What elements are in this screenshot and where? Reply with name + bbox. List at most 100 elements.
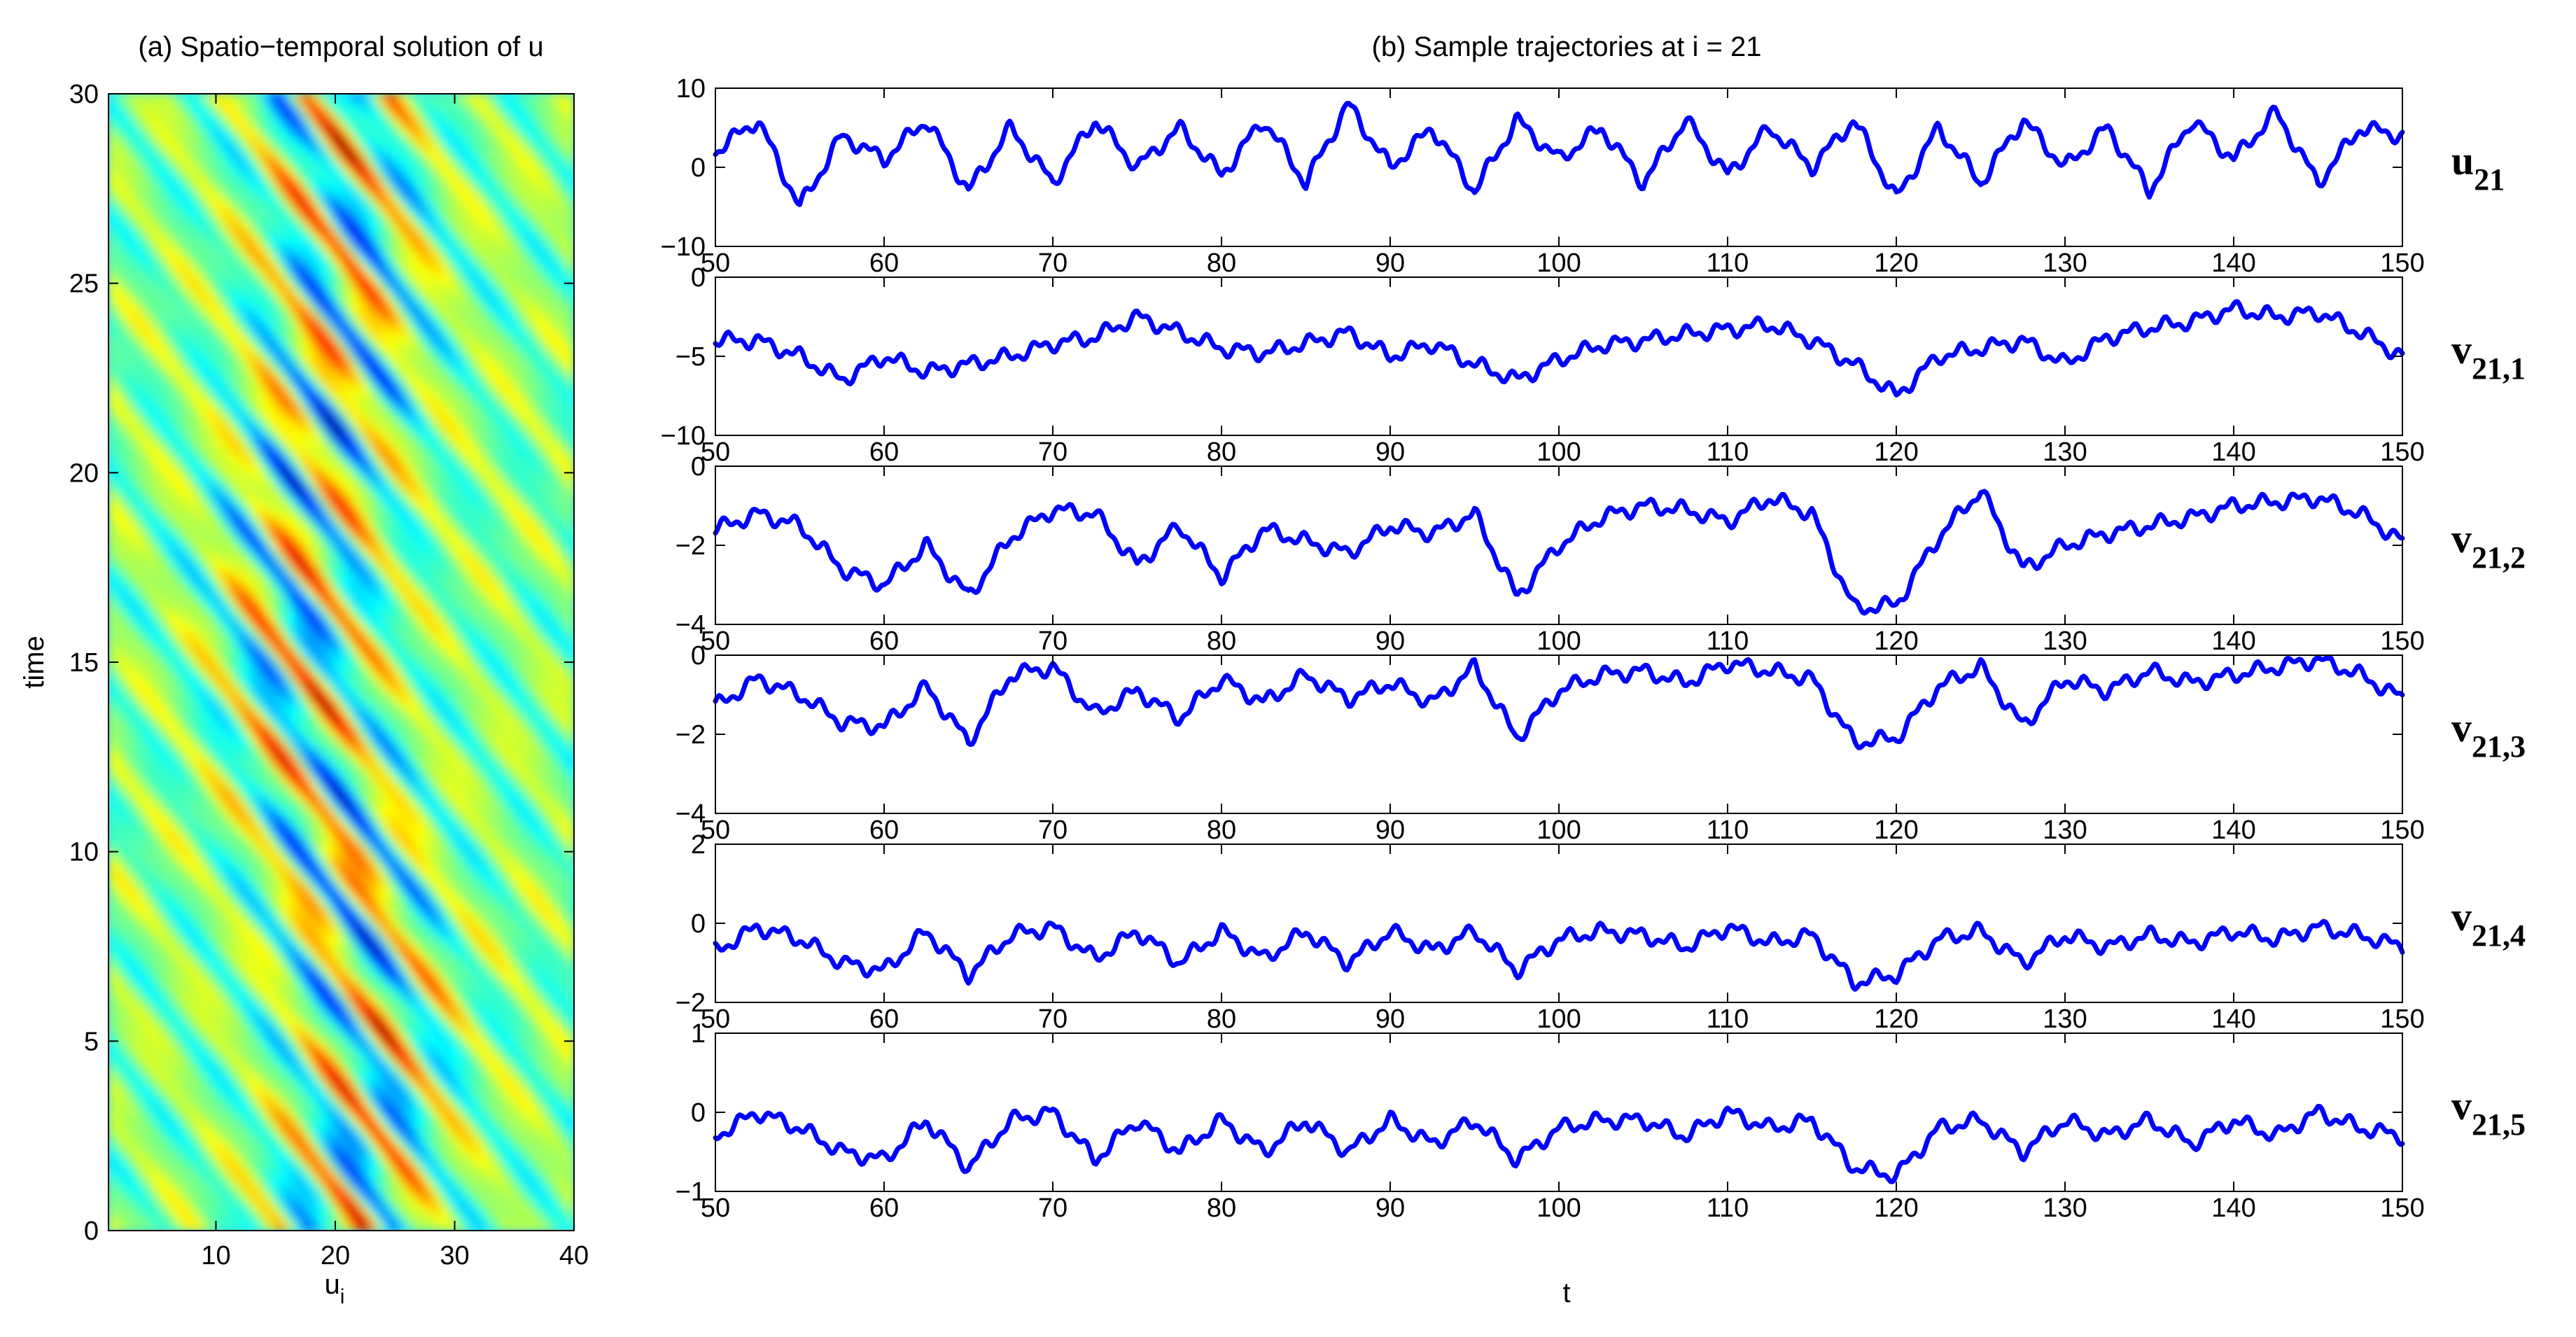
- heatmap-cell: [527, 465, 534, 473]
- heatmap-cell: [329, 548, 336, 557]
- heatmap-cell: [300, 298, 307, 307]
- heatmap-cell: [155, 487, 162, 496]
- heatmap-cell: [265, 548, 272, 557]
- heatmap-cell: [120, 503, 127, 512]
- heatmap-cell: [562, 101, 569, 110]
- heatmap-cell: [202, 449, 208, 458]
- heatmap-cell: [457, 487, 464, 496]
- heatmap-cell: [399, 298, 406, 307]
- heatmap-cell: [242, 503, 249, 512]
- heatmap-cell: [318, 404, 325, 413]
- heatmap-cell: [265, 290, 272, 299]
- heatmap-cell: [451, 290, 458, 299]
- heatmap-cell: [207, 116, 214, 125]
- heatmap-cell: [568, 503, 574, 512]
- heatmap-cell: [341, 382, 348, 390]
- heatmap-cell: [207, 321, 214, 330]
- heatmap-cell: [318, 533, 325, 542]
- heatmap-cell: [323, 245, 330, 253]
- heatmap-cell: [218, 313, 225, 322]
- heatmap-cell: [300, 306, 307, 314]
- heatmap-cell: [132, 397, 139, 405]
- heatmap-cell: [492, 108, 499, 118]
- heatmap-cell: [498, 465, 505, 473]
- heatmap-cell: [364, 389, 371, 398]
- heatmap-cell: [114, 108, 121, 118]
- heatmap-cell: [114, 472, 121, 481]
- heatmap-cell: [132, 154, 139, 163]
- heatmap-cell: [108, 215, 115, 223]
- heatmap-cell: [416, 419, 424, 428]
- heatmap-cell: [399, 215, 406, 223]
- heatmap-cell: [283, 116, 290, 125]
- heatmap-cell: [202, 427, 208, 435]
- heatmap-cell: [510, 146, 517, 155]
- heatmap-cell: [306, 192, 313, 201]
- heatmap-cell: [434, 526, 441, 534]
- heatmap-cell: [422, 449, 429, 458]
- heatmap-cell: [504, 313, 511, 322]
- heatmap-cell: [218, 397, 225, 405]
- heatmap-cell: [329, 366, 336, 375]
- heatmap-cell: [318, 162, 325, 170]
- heatmap-cell: [358, 336, 365, 344]
- heatmap-cell: [556, 184, 563, 193]
- heatmap-cell: [236, 108, 243, 118]
- heatmap-cell: [271, 487, 278, 496]
- heatmap-cell: [393, 344, 400, 352]
- heatmap-cell: [346, 116, 354, 125]
- heatmap-cell: [457, 427, 464, 435]
- heatmap-cell: [568, 435, 574, 443]
- heatmap-cell: [184, 321, 190, 330]
- heatmap-cell: [125, 556, 132, 564]
- heatmap-cell: [550, 540, 557, 550]
- heatmap-cell: [120, 260, 127, 269]
- heatmap-cell: [382, 397, 388, 405]
- heatmap-cell: [370, 184, 377, 193]
- heatmap-cell: [481, 283, 487, 292]
- heatmap-cell: [184, 374, 190, 383]
- heatmap-cell: [346, 215, 354, 223]
- heatmap-cell: [550, 306, 557, 314]
- heatmap-cell: [451, 495, 458, 504]
- heatmap-cell: [283, 412, 290, 421]
- heatmap-cell: [195, 404, 202, 413]
- heatmap-cell: [416, 169, 424, 178]
- heatmap-cell: [533, 540, 540, 550]
- heatmap-cell: [376, 184, 383, 193]
- heatmap-cell: [388, 487, 394, 496]
- heatmap-cell: [277, 472, 284, 481]
- heatmap-cell: [370, 382, 377, 390]
- heatmap-cell: [155, 237, 162, 246]
- heatmap-cell: [271, 412, 278, 421]
- heatmap-cell: [230, 321, 237, 330]
- heatmap-cell: [568, 245, 574, 253]
- heatmap-cell: [527, 253, 534, 261]
- heatmap-cell: [137, 366, 144, 375]
- heatmap-cell: [253, 245, 260, 253]
- heatmap-cell: [167, 200, 174, 208]
- heatmap-cell: [172, 101, 179, 110]
- heatmap-cell: [120, 230, 127, 239]
- heatmap-cell: [522, 124, 528, 132]
- heatmap-cell: [405, 108, 412, 118]
- heatmap-cell: [446, 328, 453, 337]
- heatmap-cell: [137, 124, 144, 132]
- heatmap-cell: [353, 366, 360, 375]
- heatmap-cell: [428, 374, 435, 383]
- heatmap-cell: [190, 548, 197, 557]
- heatmap-cell: [242, 275, 249, 284]
- heatmap-cell: [260, 382, 267, 390]
- heatmap-cell: [190, 313, 197, 322]
- heatmap-cell: [149, 253, 156, 261]
- heatmap-cell: [341, 465, 348, 473]
- heatmap-cell: [545, 184, 552, 193]
- heatmap-cell: [260, 230, 267, 239]
- heatmap-cell: [242, 124, 249, 132]
- heatmap-cell: [108, 412, 115, 421]
- heatmap-cell: [358, 397, 365, 405]
- heatmap-cell: [522, 192, 528, 201]
- heatmap-cell: [190, 139, 197, 148]
- heatmap-cell: [265, 283, 272, 292]
- heatmap-cell: [463, 382, 470, 390]
